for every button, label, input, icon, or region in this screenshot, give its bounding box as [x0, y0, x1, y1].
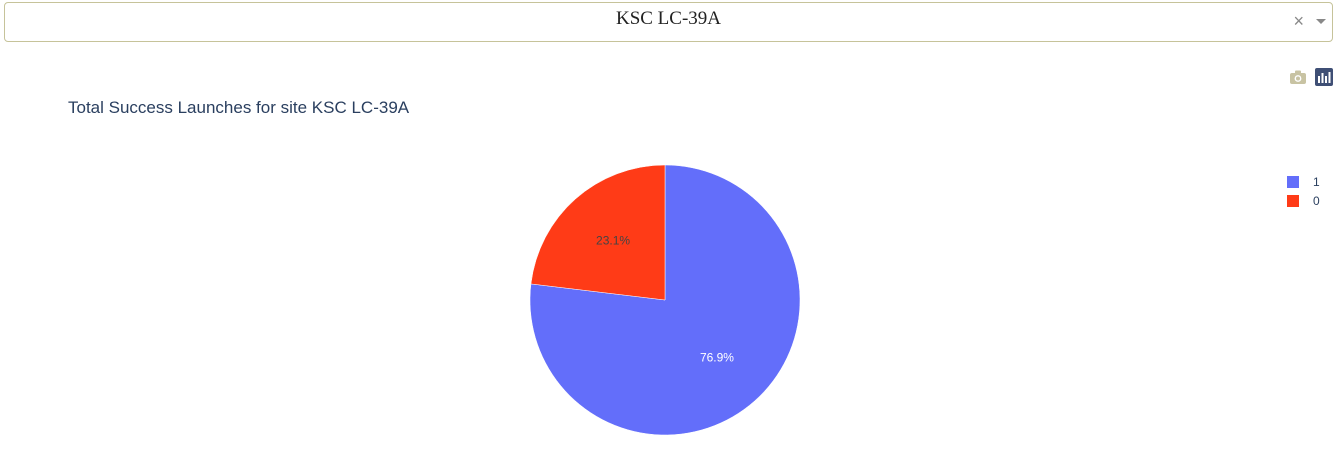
- chart-title: Total Success Launches for site KSC LC-3…: [68, 98, 410, 117]
- clear-selection-icon[interactable]: ×: [1293, 11, 1304, 31]
- legend-label-0: 0: [1313, 193, 1320, 208]
- legend-item-1[interactable]: 1: [1287, 172, 1320, 191]
- legend-item-0[interactable]: 0: [1287, 191, 1320, 210]
- chart-legend: 1 0: [1287, 172, 1320, 210]
- camera-icon[interactable]: [1289, 68, 1307, 86]
- launch-site-dropdown[interactable]: KSC LC-39A ×: [4, 2, 1333, 42]
- legend-swatch-0: [1287, 194, 1299, 207]
- chevron-down-icon[interactable]: [1316, 19, 1326, 24]
- pie-label-1: 76.9%: [700, 351, 734, 365]
- dropdown-selected-value: KSC LC-39A: [615, 8, 722, 29]
- legend-swatch-1: [1287, 175, 1299, 188]
- pie-label-0: 23.1%: [596, 234, 630, 248]
- legend-label-1: 1: [1313, 174, 1320, 189]
- chart-modebar: [1289, 68, 1333, 86]
- pie-slice-0[interactable]: [530, 164, 666, 301]
- plotly-logo-icon[interactable]: [1315, 68, 1333, 86]
